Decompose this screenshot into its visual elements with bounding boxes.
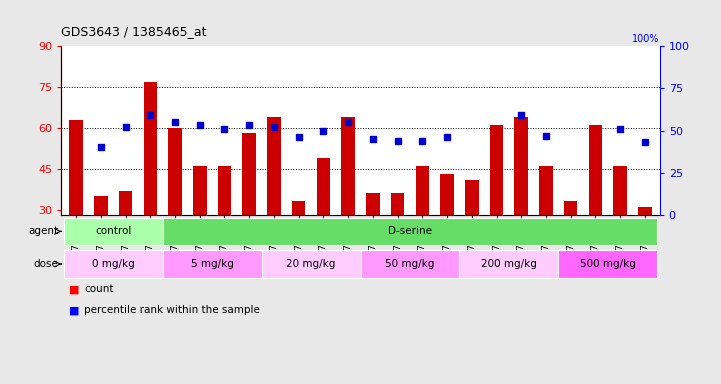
- Point: [144, 112, 156, 118]
- Bar: [267, 117, 280, 215]
- Point: [318, 127, 329, 134]
- Point: [342, 119, 354, 125]
- Bar: [218, 166, 231, 215]
- Point: [95, 144, 107, 151]
- Bar: [69, 120, 83, 215]
- Point: [392, 137, 403, 144]
- Text: 100%: 100%: [632, 35, 660, 45]
- Bar: [515, 117, 528, 215]
- Text: 20 mg/kg: 20 mg/kg: [286, 259, 336, 269]
- Bar: [317, 158, 330, 215]
- Point: [293, 134, 304, 141]
- Point: [639, 139, 650, 146]
- Bar: [168, 128, 182, 215]
- Text: percentile rank within the sample: percentile rank within the sample: [84, 305, 260, 315]
- Bar: [539, 166, 553, 215]
- Text: ■: ■: [68, 305, 79, 315]
- Point: [244, 122, 255, 129]
- Bar: [366, 193, 380, 215]
- Bar: [459, 250, 558, 278]
- Bar: [143, 81, 157, 215]
- Bar: [564, 202, 578, 215]
- Bar: [63, 218, 163, 245]
- Text: control: control: [95, 226, 131, 237]
- Point: [516, 112, 527, 118]
- Bar: [242, 133, 256, 215]
- Point: [169, 119, 181, 125]
- Text: 5 mg/kg: 5 mg/kg: [190, 259, 234, 269]
- Point: [120, 124, 131, 130]
- Bar: [614, 166, 627, 215]
- Text: count: count: [84, 284, 114, 294]
- Bar: [262, 250, 360, 278]
- Point: [614, 126, 626, 132]
- Point: [417, 137, 428, 144]
- Text: dose: dose: [33, 259, 58, 269]
- Text: agent: agent: [28, 226, 58, 237]
- Text: 200 mg/kg: 200 mg/kg: [481, 259, 537, 269]
- Point: [194, 122, 205, 129]
- Point: [540, 132, 552, 139]
- Point: [268, 124, 280, 130]
- Bar: [163, 218, 658, 245]
- Text: GDS3643 / 1385465_at: GDS3643 / 1385465_at: [61, 25, 207, 38]
- Bar: [490, 125, 503, 215]
- Bar: [558, 250, 658, 278]
- Text: 0 mg/kg: 0 mg/kg: [92, 259, 135, 269]
- Text: D-serine: D-serine: [388, 226, 432, 237]
- Bar: [63, 250, 163, 278]
- Bar: [94, 196, 107, 215]
- Bar: [638, 207, 652, 215]
- Bar: [360, 250, 459, 278]
- Bar: [391, 193, 404, 215]
- Point: [441, 134, 453, 141]
- Text: 500 mg/kg: 500 mg/kg: [580, 259, 636, 269]
- Bar: [292, 202, 306, 215]
- Text: 50 mg/kg: 50 mg/kg: [385, 259, 435, 269]
- Bar: [341, 117, 355, 215]
- Point: [218, 126, 230, 132]
- Bar: [588, 125, 602, 215]
- Bar: [465, 180, 479, 215]
- Bar: [193, 166, 206, 215]
- Text: ■: ■: [68, 284, 79, 294]
- Point: [367, 136, 379, 142]
- Bar: [415, 166, 429, 215]
- Bar: [119, 190, 133, 215]
- Bar: [441, 174, 454, 215]
- Bar: [163, 250, 262, 278]
